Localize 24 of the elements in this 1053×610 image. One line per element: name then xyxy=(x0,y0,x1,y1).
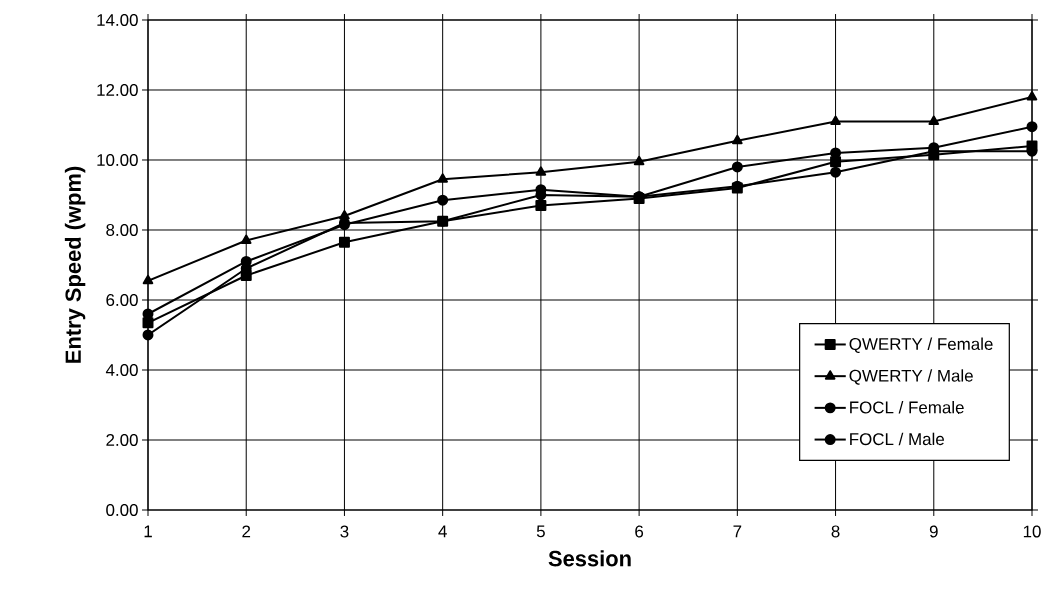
y-tick-label: 14.00 xyxy=(97,14,138,26)
x-tick-label: 4 xyxy=(438,525,447,538)
y-tick-label: 2.00 xyxy=(106,434,138,446)
legend-label: QWERTY / Male xyxy=(849,369,973,385)
x-tick-label: 9 xyxy=(929,525,938,538)
x-tick-label: 5 xyxy=(536,525,545,538)
y-tick-label: 10.00 xyxy=(97,154,138,166)
y-tick-label: 4.00 xyxy=(105,364,138,376)
legend-label: QWERTY / Female xyxy=(849,337,993,354)
y-tick-label: 6.00 xyxy=(106,294,138,306)
y-tick-label: 12.00 xyxy=(97,84,138,96)
x-tick-label: 8 xyxy=(831,525,840,538)
legend-label: FOCL / Female xyxy=(850,400,964,414)
legend-label: FOCL / Male xyxy=(850,432,944,446)
x-tick-label: 6 xyxy=(635,525,644,538)
y-tick-label: 0.00 xyxy=(106,504,138,516)
x-tick-label: 3 xyxy=(340,525,349,538)
x-tick-label: 10 xyxy=(1023,525,1041,538)
x-tick-label: 7 xyxy=(733,525,742,538)
x-tick-label: 1 xyxy=(144,525,152,538)
y-tick-label: 8.00 xyxy=(106,224,138,236)
y-axis-title: Entry Speed (wpm) xyxy=(64,166,86,363)
x-tick-label: 2 xyxy=(242,525,251,538)
x-axis-title: Session xyxy=(548,550,631,567)
